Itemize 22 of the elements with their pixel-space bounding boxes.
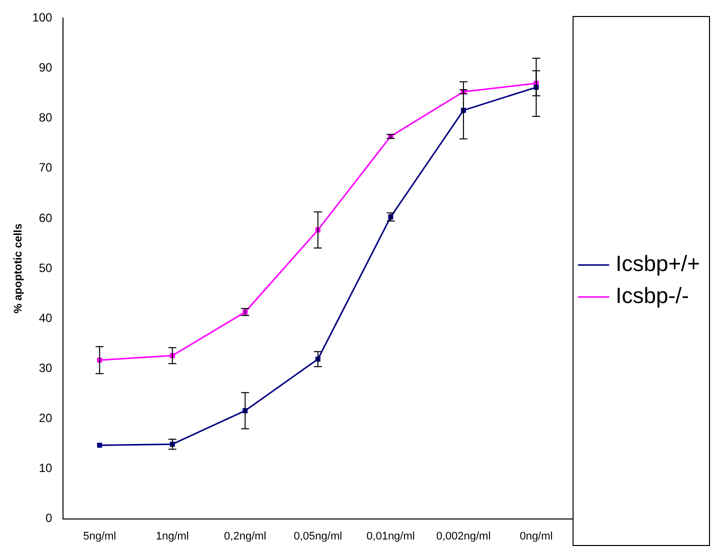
y-tick-label: 70	[38, 160, 53, 175]
x-tick-label: 0,01ng/ml	[366, 530, 415, 542]
x-tick-label: 0,05ng/ml	[294, 530, 342, 542]
legend-label: Icsbp-/-	[616, 283, 689, 308]
point	[97, 442, 102, 448]
legend-label: Icsbp+/+	[616, 251, 700, 276]
y-axis-title: % apoptotic cells	[12, 224, 25, 314]
x-tick-label: 0,2ng/ml	[224, 530, 266, 542]
x-tick-label: 0ng/ml	[520, 530, 553, 542]
y-tick-label: 40	[38, 310, 53, 325]
y-tick-label: 20	[38, 410, 53, 425]
y-tick-label: 0	[46, 511, 53, 526]
y-tick-label: 60	[38, 210, 53, 225]
x-tick-label: 1ng/ml	[156, 530, 189, 542]
y-tick-label: 100	[32, 10, 53, 25]
x-tick-label: 5ng/ml	[83, 530, 116, 542]
y-tick-label: 50	[38, 260, 53, 275]
x-tick-label: 0,002ng/ml	[436, 530, 491, 542]
y-tick-label: 30	[38, 360, 53, 375]
y-tick-label: 10	[38, 461, 53, 476]
y-tick-label: 80	[38, 110, 53, 125]
y-tick-label: 90	[38, 60, 53, 75]
